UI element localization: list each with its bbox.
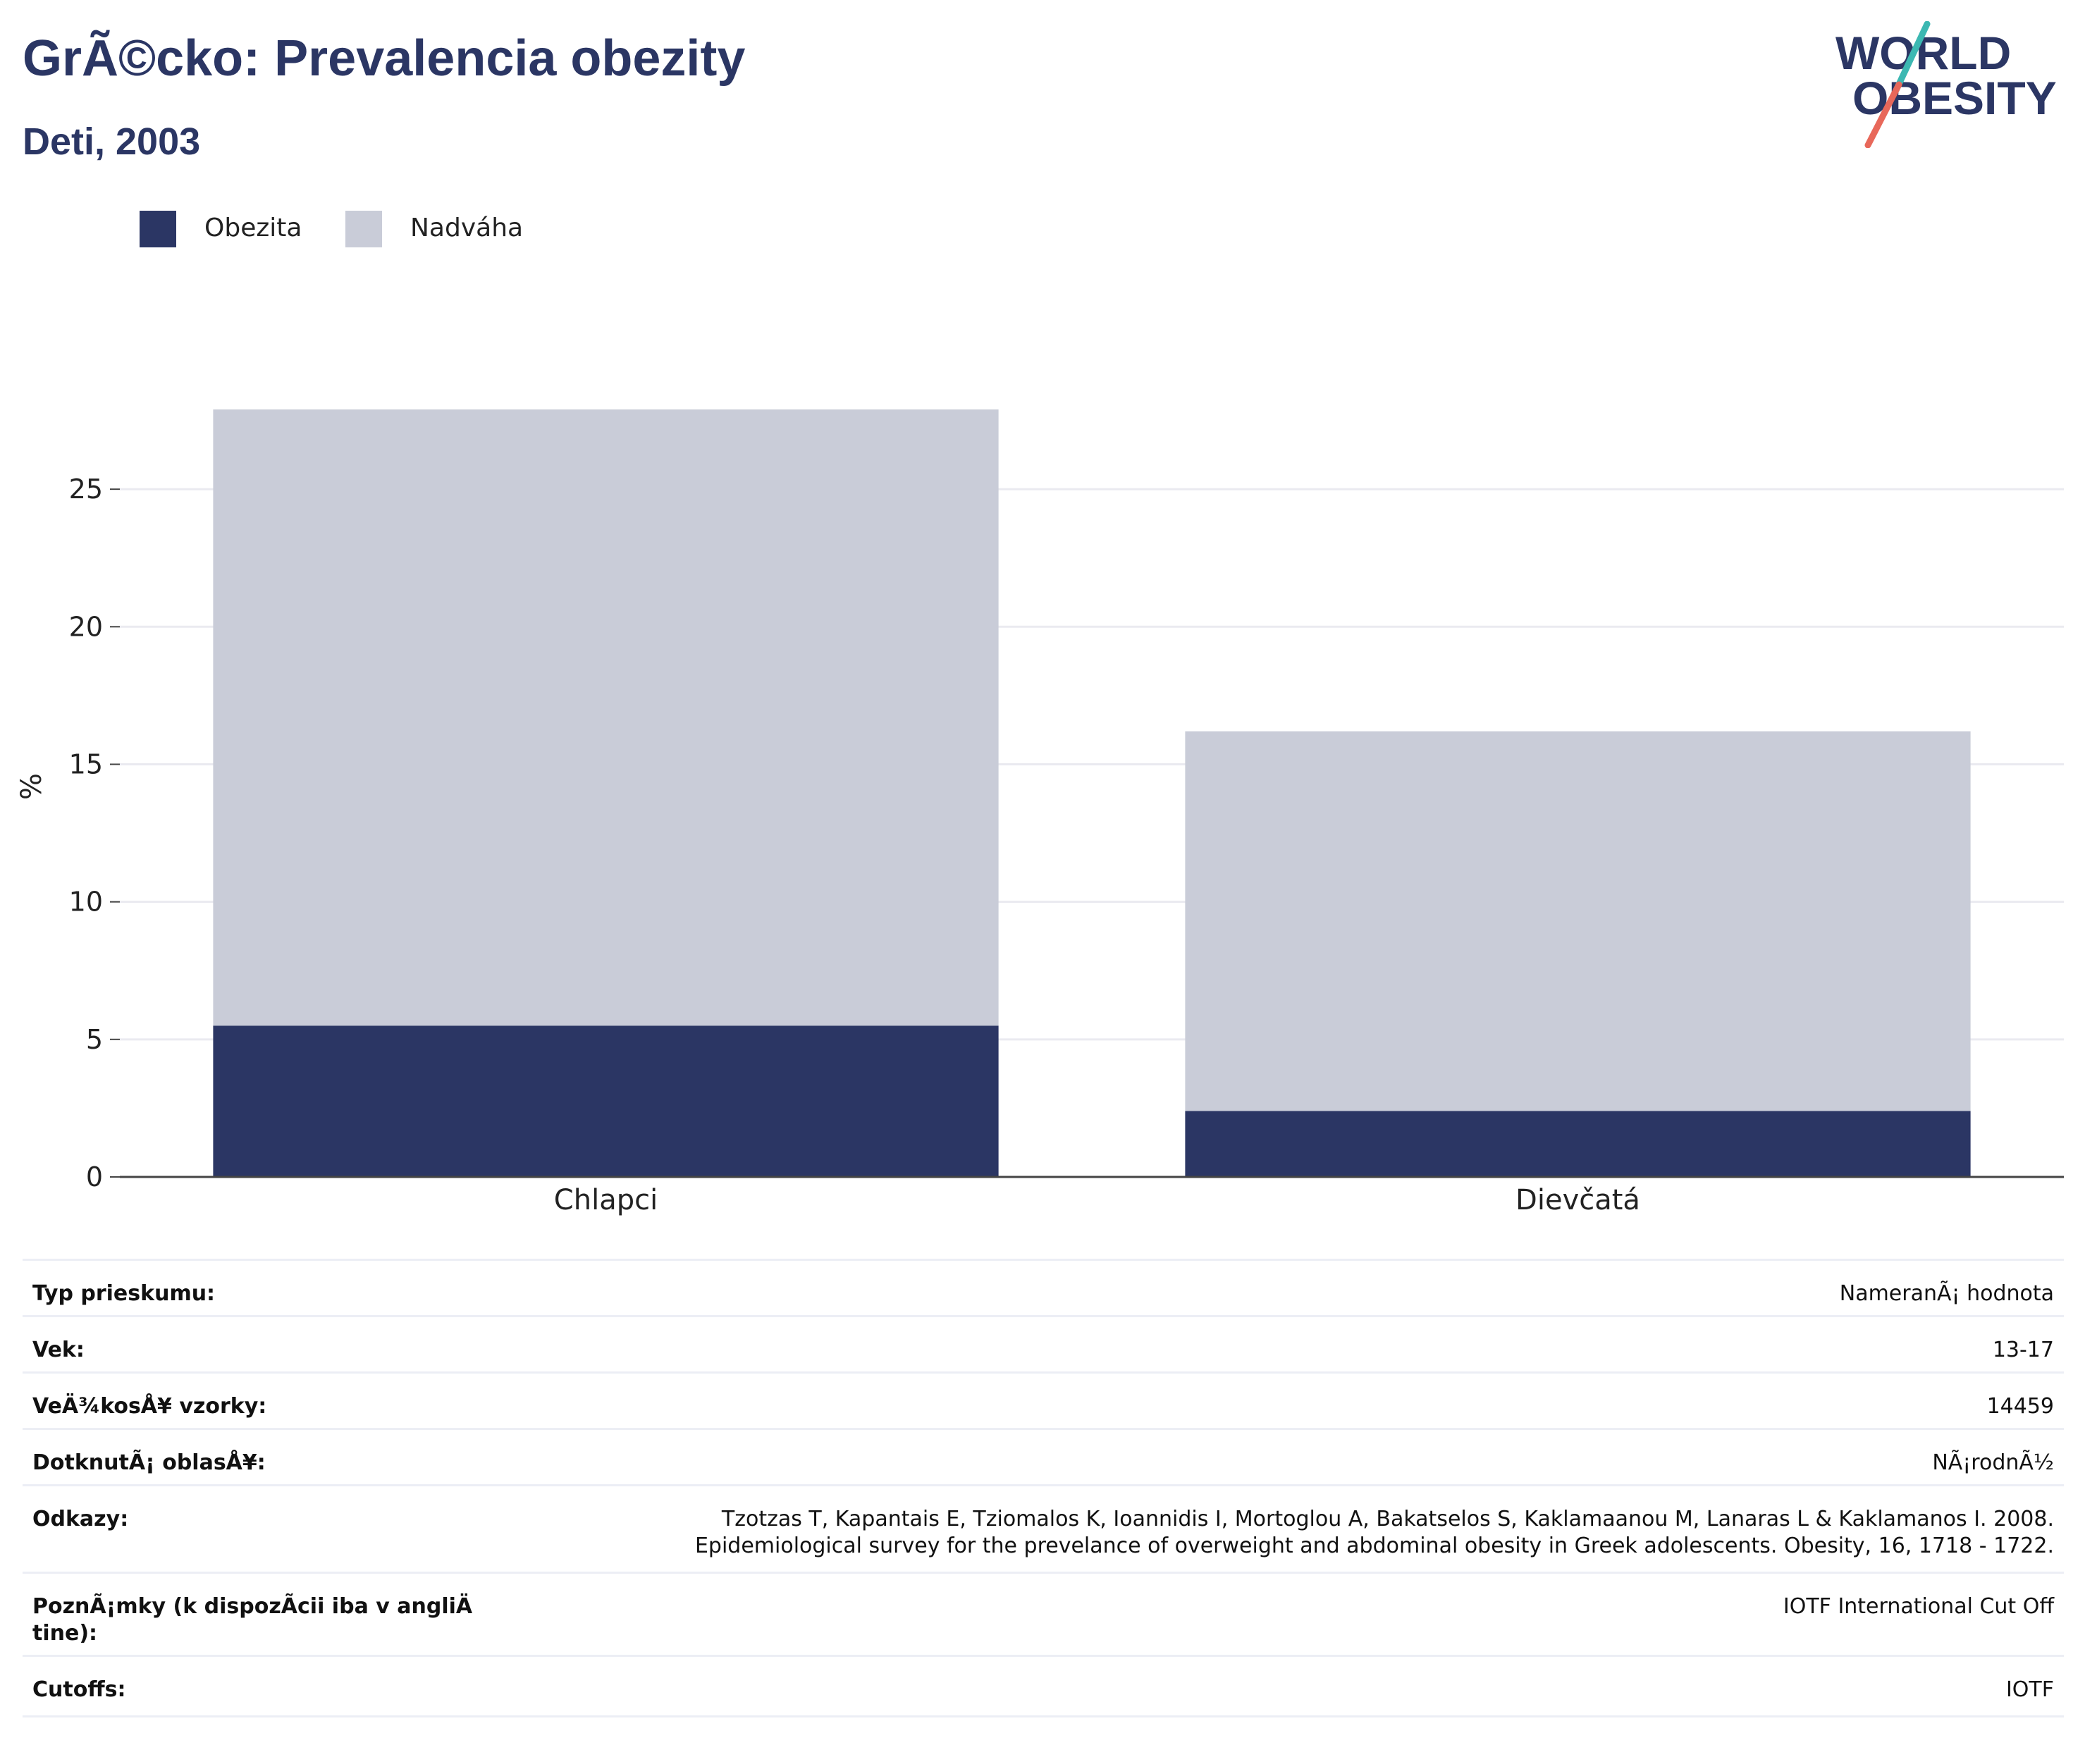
info-value: IOTF International Cut Off: [522, 1572, 2064, 1656]
info-label: DotknutÃ¡ oblasÅ¥:: [23, 1428, 522, 1486]
info-label: Cutoffs:: [23, 1655, 522, 1717]
y-tick-label: 5: [86, 1024, 103, 1055]
info-value: NameranÃ¡ hodnota: [522, 1259, 2064, 1316]
legend-label-obesity: Obezita: [204, 214, 302, 242]
info-row: PoznÃ¡mky (k dispozÃ­cii iba v angliÄ ti…: [23, 1572, 2064, 1656]
info-value: 14459: [522, 1371, 2064, 1429]
legend-label-overweight: Nadváha: [410, 214, 524, 242]
info-label: Odkazy:: [23, 1484, 522, 1573]
info-row: Cutoffs: IOTF: [23, 1655, 2064, 1717]
info-row: Odkazy: Tzotzas T, Kapantais E, Tziomalos…: [23, 1484, 2064, 1573]
stacked-bar-chart: 0 5 10 15 20 25% Chlapci Dievčatá: [16, 409, 2064, 1216]
info-value: NÃ¡rodnÃ½: [522, 1428, 2064, 1486]
y-axis-label: %: [16, 773, 48, 800]
info-row: DotknutÃ¡ oblasÅ¥: NÃ¡rodnÃ½: [23, 1428, 2064, 1486]
bar-overweight-1: [213, 409, 999, 1026]
world-obesity-logo: WORLD OBESITY: [1835, 21, 2057, 148]
bar-overweight-2: [1185, 731, 1971, 1111]
page-subtitle: Deti, 2003: [23, 121, 201, 163]
info-value: IOTF: [522, 1655, 2064, 1717]
info-label: Vek:: [23, 1315, 522, 1373]
info-label: PoznÃ¡mky (k dispozÃ­cii iba v angliÄ ti…: [23, 1572, 522, 1656]
page-title: GrÃ©cko: Prevalencia obezity: [23, 30, 746, 87]
y-tick-label: 25: [69, 474, 103, 505]
bar-obesity-1: [213, 1025, 999, 1177]
y-tick-label: 15: [69, 748, 103, 779]
y-tick-label: 10: [69, 887, 103, 918]
info-label: VeÄ¾kosÅ¥ vzorky:: [23, 1371, 522, 1429]
y-tick-label: 0: [86, 1161, 103, 1192]
survey-info-table: Typ prieskumu: NameranÃ¡ hodnota Vek: 13-17…: [23, 1259, 2064, 1717]
logo-slash-bottom: [1864, 81, 1902, 148]
x-tick-label: Dievčatá: [1515, 1184, 1640, 1216]
y-tick-label: 20: [69, 611, 103, 642]
bar-obesity-2: [1185, 1111, 1971, 1177]
x-tick-label: Chlapci: [554, 1184, 658, 1216]
info-row: Vek: 13-17: [23, 1315, 2064, 1373]
info-label: Typ prieskumu:: [23, 1259, 522, 1316]
legend-swatch-obesity: [140, 211, 176, 247]
info-value: 13-17: [522, 1315, 2064, 1373]
info-row: VeÄ¾kosÅ¥ vzorky: 14459: [23, 1371, 2064, 1429]
legend-swatch-overweight: [345, 211, 382, 247]
logo-slash-top: [1893, 21, 1931, 94]
info-value: Tzotzas T, Kapantais E, Tziomalos K, Ioa…: [522, 1484, 2064, 1573]
info-row: Typ prieskumu: NameranÃ¡ hodnota: [23, 1259, 2064, 1316]
